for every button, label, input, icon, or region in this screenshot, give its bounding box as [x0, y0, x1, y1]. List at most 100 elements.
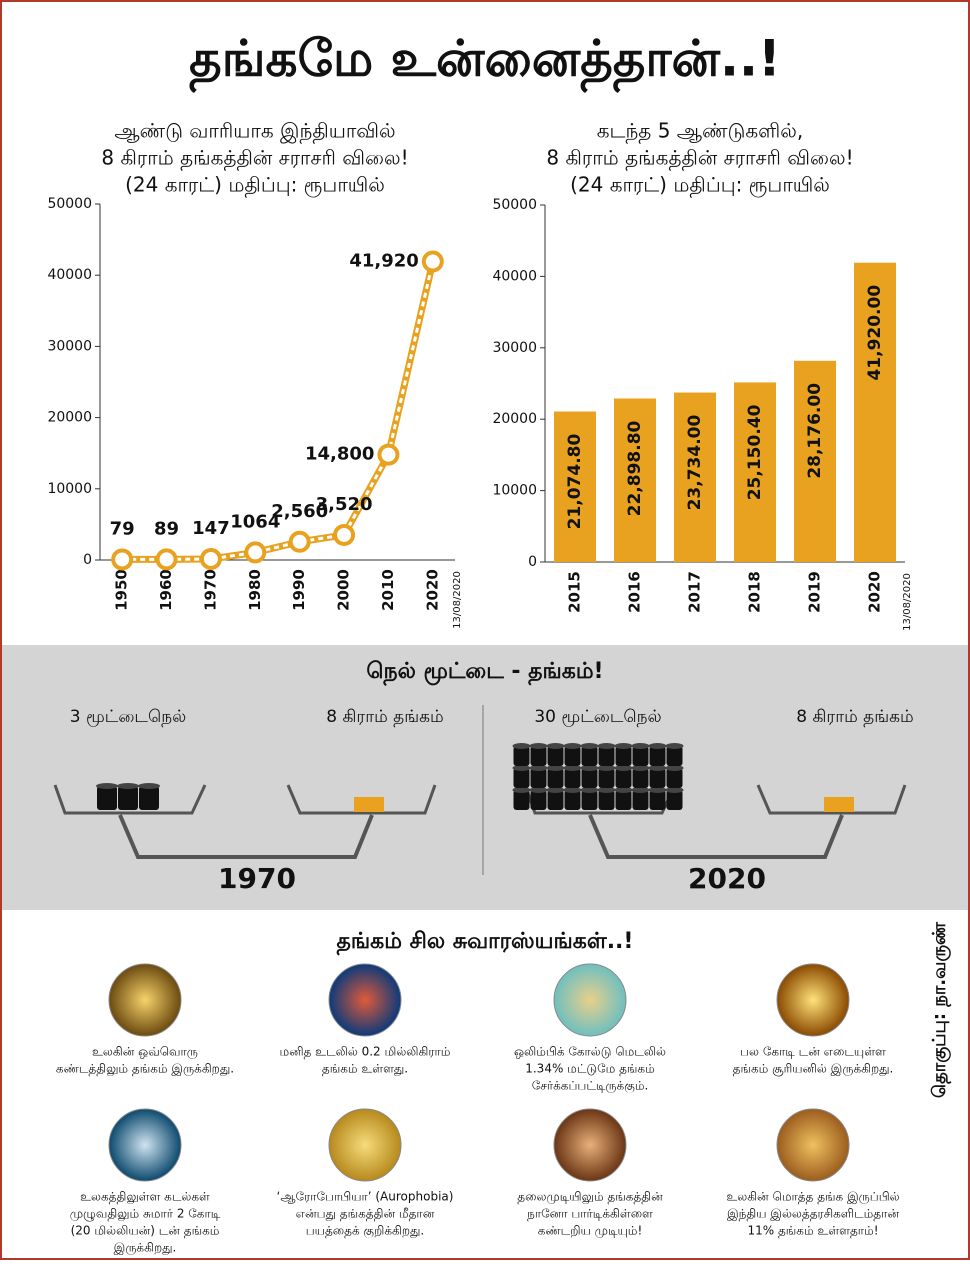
chart-title: 8 கிராம் தங்கத்தின் சராசரி விலை!: [546, 146, 853, 171]
bag-body: [513, 790, 530, 810]
chart-title: 8 கிராம் தங்கத்தின் சராசரி விலை!: [101, 146, 408, 171]
bag-body: [598, 746, 615, 766]
fact-text: பல கோடி டன் எடையுள்ள: [740, 1045, 886, 1059]
bag-body: [564, 768, 581, 788]
value-label: 2,560: [271, 501, 328, 522]
rice-bag: [529, 765, 548, 788]
bag-top: [631, 765, 650, 771]
x-tick-label: 2016: [626, 571, 644, 613]
y-tick-label: 30000: [492, 340, 537, 356]
bag-body: [139, 786, 159, 810]
rice-bag: [546, 765, 565, 788]
bag-top: [512, 765, 531, 771]
point: [244, 541, 267, 564]
bag-top: [117, 783, 139, 789]
bag-top: [529, 787, 548, 793]
rice-bag: [563, 787, 582, 810]
x-tick-label: 2019: [806, 571, 824, 613]
bag-body: [513, 768, 530, 788]
bag-body: [513, 746, 530, 766]
rice-bag: [546, 743, 565, 766]
bag-body: [547, 790, 564, 810]
bag-body: [530, 790, 547, 810]
y-tick-label: 0: [528, 554, 537, 570]
y-tick-label: 20000: [492, 411, 537, 427]
chart-title: கடந்த 5 ஆண்டுகளில்,: [597, 119, 803, 144]
scale-beam: [118, 814, 374, 859]
bag-top: [597, 765, 616, 771]
bag-top: [512, 787, 531, 793]
x-tick-label: 2017: [686, 571, 704, 613]
left-label: 30 மூட்டைநெல்: [534, 707, 661, 727]
chart-title: (24 காரட்) மதிப்பு: ரூபாயில்: [570, 173, 830, 198]
bag-top: [597, 787, 616, 793]
fact-text: பயத்தைக் குறிக்கிறது.: [306, 1224, 425, 1239]
point: [155, 548, 178, 571]
rice-bag: [529, 743, 548, 766]
point: [377, 443, 400, 466]
value-label: 147: [192, 518, 230, 539]
fact-image: [776, 963, 850, 1037]
y-tick-label: 50000: [492, 197, 537, 213]
x-tick-label: 2015: [566, 571, 584, 613]
x-tick-label: 1970: [201, 569, 219, 611]
value-label: 1064: [230, 511, 280, 532]
value-label: 21,074.80: [565, 433, 585, 529]
scale-beam: [588, 814, 844, 859]
bag-body: [530, 746, 547, 766]
value-label: 14,800: [305, 444, 374, 465]
x-tick-label: 2020: [423, 569, 441, 611]
y-tick-label: 40000: [492, 268, 537, 284]
rice-bag: [563, 765, 582, 788]
bag-top: [614, 743, 633, 749]
bag-top: [580, 765, 599, 771]
fact-text: ‘ஆரோபோபியா’ (Aurophobia): [277, 1190, 454, 1204]
bag-body: [666, 790, 683, 810]
bag-top: [546, 765, 565, 771]
gold-bar: [824, 797, 854, 812]
rice-bag: [648, 743, 667, 766]
credit: தொகுப்பு: நா.வருண்: [929, 921, 952, 1098]
rice-bag: [631, 765, 650, 788]
rice-bag: [597, 765, 616, 788]
fact-image: [328, 963, 402, 1037]
value-label: 23,734.00: [685, 415, 705, 511]
bag-body: [649, 746, 666, 766]
bag-top: [563, 765, 582, 771]
fact-image: [553, 1108, 627, 1182]
x-tick-label: 2020: [866, 571, 884, 613]
fact-text: தங்கம் உள்ளது.: [322, 1062, 408, 1077]
bag-body: [530, 768, 547, 788]
gold-bar: [354, 797, 384, 812]
rice-bag: [665, 765, 684, 788]
fact-text: இந்திய இல்லத்தரசிகளிடம்தான்: [727, 1207, 899, 1222]
point: [111, 548, 134, 571]
bag-top: [546, 787, 565, 793]
fact-text: என்பது தங்கத்தின் மீதான: [296, 1207, 435, 1222]
rice-bag: [563, 743, 582, 766]
chart-title: (24 காரட்) மதிப்பு: ரூபாயில்: [125, 173, 385, 198]
rice-bag: [597, 743, 616, 766]
point: [333, 523, 356, 546]
comparison-title: நெல் மூட்டை - தங்கம்!: [366, 659, 603, 686]
bag-top: [96, 783, 118, 789]
scale-pan: [53, 784, 207, 815]
fact-text: நானோ பார்டிக்கிள்ளை: [527, 1207, 653, 1221]
bag-top: [597, 743, 616, 749]
fact-image: [776, 1108, 850, 1182]
bag-body: [547, 768, 564, 788]
fact-text: முழுவதிலும் சுமார் 2 கோடி: [70, 1207, 221, 1222]
bag-top: [614, 787, 633, 793]
page-title: தங்கமே உன்னைத்தான்..!: [189, 30, 781, 94]
rice-bag: [665, 787, 684, 810]
fact-text: 11% தங்கம் உள்ளதாம்!: [747, 1224, 878, 1238]
rice-bag: [580, 765, 599, 788]
bar: [794, 360, 836, 562]
rice-bag: [529, 787, 548, 810]
rice-bag: [614, 765, 633, 788]
bag-top: [665, 787, 684, 793]
value-label: 41,920: [349, 251, 418, 272]
bag-top: [563, 743, 582, 749]
bag-body: [581, 790, 598, 810]
